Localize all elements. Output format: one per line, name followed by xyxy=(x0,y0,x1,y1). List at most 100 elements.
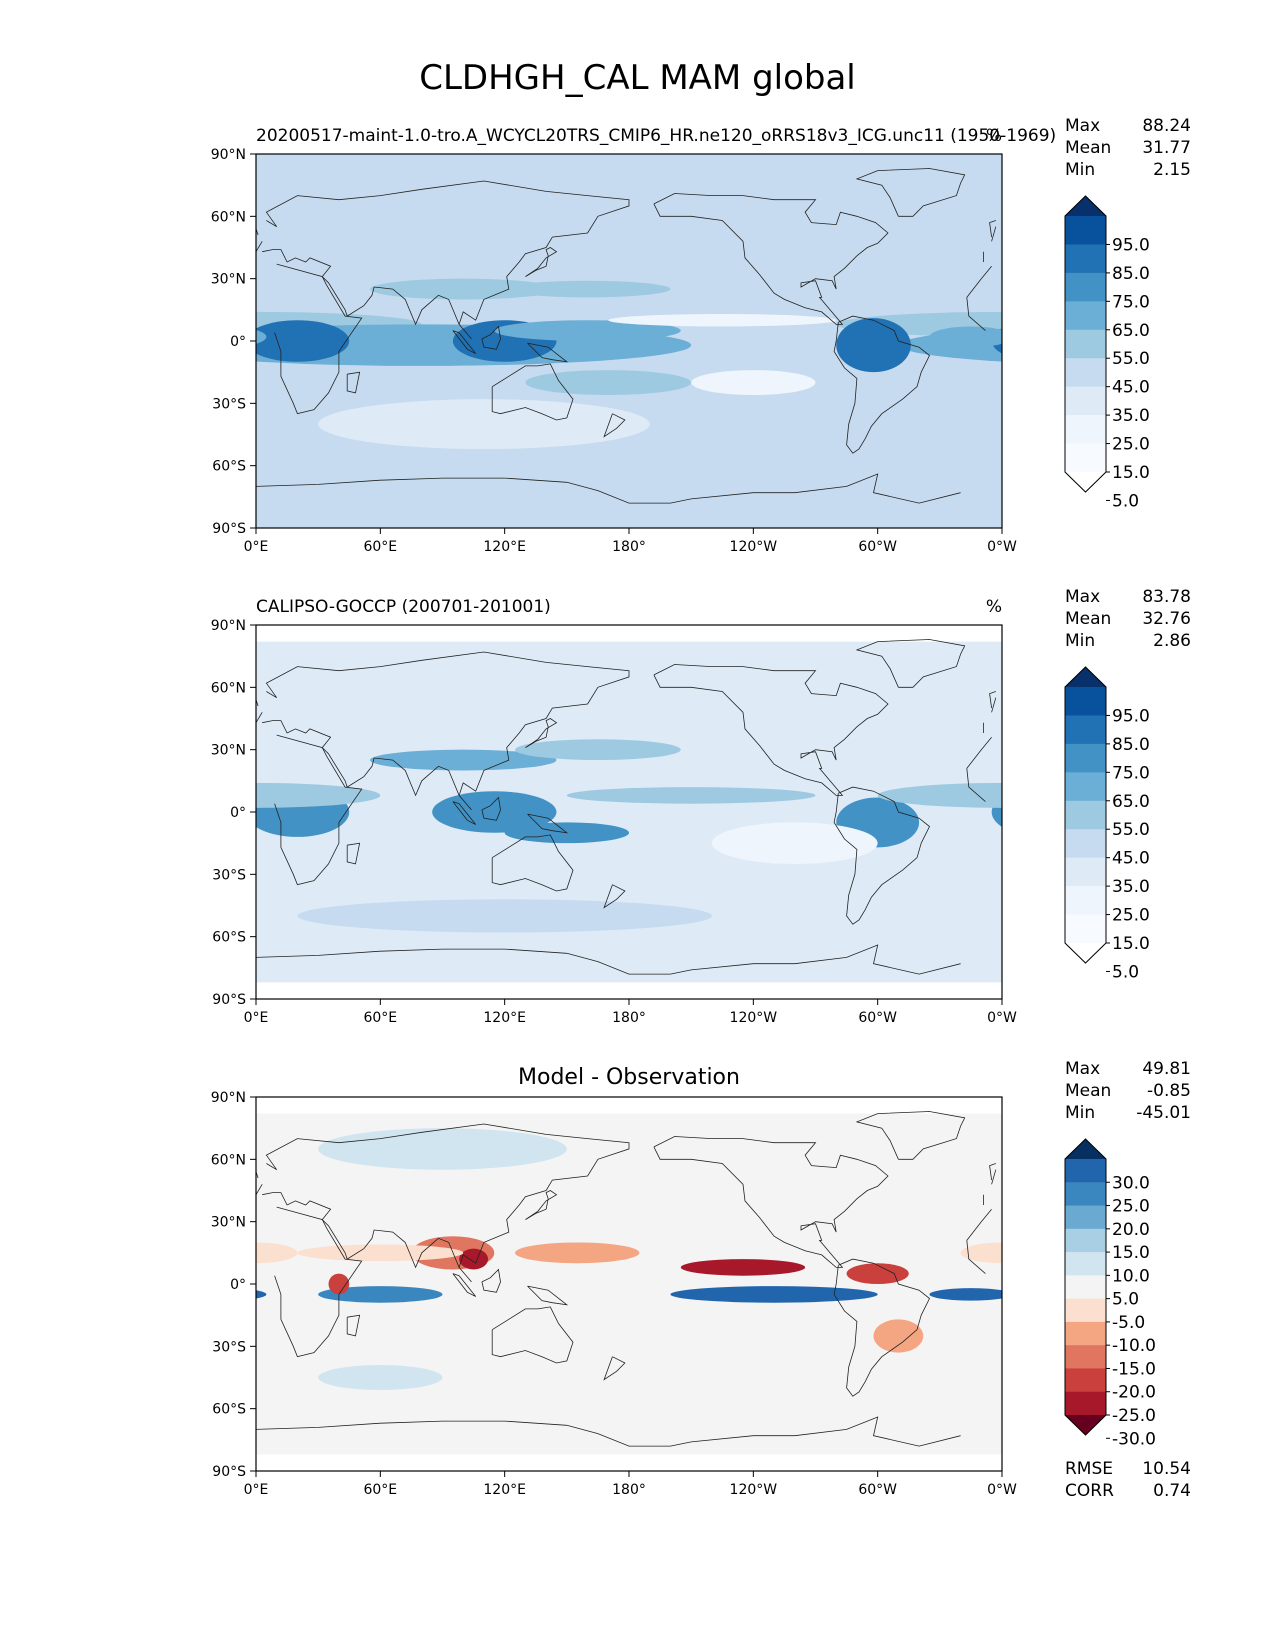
stat-label: Max xyxy=(1065,587,1100,607)
colorbar-tick-label: -20.0 xyxy=(1112,1383,1156,1403)
lat-tick-label: 0° xyxy=(230,334,246,350)
coastline-greatbritain xyxy=(989,691,996,709)
colorbar-tick-label: 5.0 xyxy=(1112,1290,1139,1310)
coastline-nz xyxy=(603,1356,626,1381)
colorbar-band xyxy=(1065,886,1106,916)
lat-tick-label: 60°S xyxy=(212,930,246,946)
colorbar-band xyxy=(1065,1228,1106,1253)
stat-value: -0.85 xyxy=(1147,1081,1191,1101)
data-contour xyxy=(566,787,816,804)
coastline-africa xyxy=(966,736,992,769)
data-contour xyxy=(494,320,681,341)
panel-left-title: 20200517-maint-1.0-tro.A_WCYCL20TRS_CMIP… xyxy=(256,126,1056,146)
colorbar-extend-max xyxy=(1065,1139,1106,1159)
lat-tick-label: 30°N xyxy=(211,272,246,288)
lat-tick-label: 30°S xyxy=(212,867,246,883)
data-contour xyxy=(369,278,557,300)
coastline-africa xyxy=(966,1208,992,1241)
missing-data-north xyxy=(256,1097,1002,1114)
coastline-antarctica xyxy=(256,1416,961,1447)
lat-tick-label: 60°N xyxy=(211,680,246,696)
data-contour xyxy=(318,399,650,450)
colorbar-tick-label: -15.0 xyxy=(1112,1359,1156,1379)
coastline-madagascar xyxy=(346,842,361,865)
coastline-antarctica xyxy=(256,473,961,504)
data-contour xyxy=(328,1273,350,1295)
colorbar-tick-label: 25.0 xyxy=(1112,906,1150,926)
lat-tick-label: 90°N xyxy=(211,1090,246,1106)
data-contour xyxy=(256,1242,298,1264)
colorbar-band xyxy=(1065,358,1106,388)
coastline-sumatra xyxy=(452,801,477,825)
lat-tick-label: 30°S xyxy=(212,1339,246,1355)
coastline-borneo xyxy=(481,796,501,821)
metric-value: 10.54 xyxy=(1142,1459,1191,1479)
colorbar-band xyxy=(1065,1182,1106,1207)
coastline-namerica xyxy=(653,193,889,325)
stat-value: 88.24 xyxy=(1142,116,1191,136)
colorbar-band xyxy=(1065,443,1106,473)
colorbar-obs: 95.0 85.0 75.0 65.0 55.0 45.0 35.0 25.0 15.0 5.0 xyxy=(1064,666,1150,982)
lon-tick-label: 0°E xyxy=(244,539,269,555)
data-contour xyxy=(297,899,712,933)
coastline-greatbritain xyxy=(989,220,996,238)
colorbar-tick-label: -5.0 xyxy=(1112,1313,1145,1333)
coastline-australia xyxy=(491,1306,574,1364)
coastline-eurasia xyxy=(256,712,263,723)
missing-data-south xyxy=(256,1454,1002,1471)
colorbar-tick-label: 30.0 xyxy=(1112,1173,1150,1193)
lon-tick-label: 120°E xyxy=(483,1010,526,1026)
colorbar-band xyxy=(1065,1159,1106,1183)
coastline-eurasia xyxy=(262,651,630,811)
colorbar-extend-min xyxy=(1065,943,1106,963)
stat-label: Max xyxy=(1065,1059,1100,1079)
data-contour xyxy=(873,1319,924,1353)
data-contour xyxy=(960,1242,1002,1264)
lon-tick-label: 120°W xyxy=(730,1482,778,1498)
colorbar-band xyxy=(1065,244,1106,274)
lon-tick-label: 60°E xyxy=(363,1482,397,1498)
lat-tick-label: 60°N xyxy=(211,209,246,225)
coastline-eurasia xyxy=(262,180,630,340)
lon-tick-label: 60°E xyxy=(363,539,397,555)
colorbar-tick-label: 75.0 xyxy=(1112,763,1150,783)
lat-tick-label: 90°S xyxy=(212,992,246,1008)
colorbar-extend-min xyxy=(1065,472,1106,492)
data-contour xyxy=(846,1263,909,1284)
lon-tick-label: 120°E xyxy=(483,539,526,555)
coastline-africa xyxy=(274,1206,363,1358)
lon-tick-label: 60°W xyxy=(858,539,897,555)
lon-tick-label: 120°W xyxy=(730,1010,778,1026)
stat-label: Mean xyxy=(1065,609,1111,629)
colorbar-band xyxy=(1065,800,1106,830)
colorbar-tick-label: 95.0 xyxy=(1112,706,1150,726)
stat-value: 32.76 xyxy=(1142,609,1191,629)
data-contour xyxy=(318,1128,567,1170)
coastline-borneo xyxy=(481,325,501,350)
colorbar-band xyxy=(1065,715,1106,745)
data-contour xyxy=(256,320,350,362)
coastline-newguinea xyxy=(527,1285,569,1306)
stat-value: 2.15 xyxy=(1153,160,1191,180)
data-contour xyxy=(680,1259,806,1276)
coastline-japan xyxy=(525,1190,558,1220)
data-contour xyxy=(836,318,911,373)
metric-value: 0.74 xyxy=(1153,1481,1191,1501)
colorbar-tick-label: 5.0 xyxy=(1112,962,1139,982)
colorbar-tick-label: 25.0 xyxy=(1112,1197,1150,1217)
missing-data-north xyxy=(256,625,1002,642)
stat-value: -45.01 xyxy=(1136,1103,1191,1123)
colorbar-band xyxy=(1065,301,1106,331)
colorbar-tick-label: 15.0 xyxy=(1112,463,1150,483)
stat-value: 31.77 xyxy=(1142,138,1191,158)
colorbar-tick-label: 10.0 xyxy=(1112,1266,1150,1286)
data-contour xyxy=(515,739,681,761)
coastline-newguinea xyxy=(527,342,569,363)
colorbar-band xyxy=(1065,857,1106,887)
data-contour xyxy=(670,1286,878,1303)
lat-tick-label: 30°S xyxy=(212,396,246,412)
panel-diff: 90°N 60°N 30°N 0° 30°S 60°S 90°S 0°E 60°E 120°E 18… xyxy=(211,1059,1191,1501)
coastline-eurasia xyxy=(262,1123,630,1283)
coastline-eurasia xyxy=(256,1184,263,1195)
